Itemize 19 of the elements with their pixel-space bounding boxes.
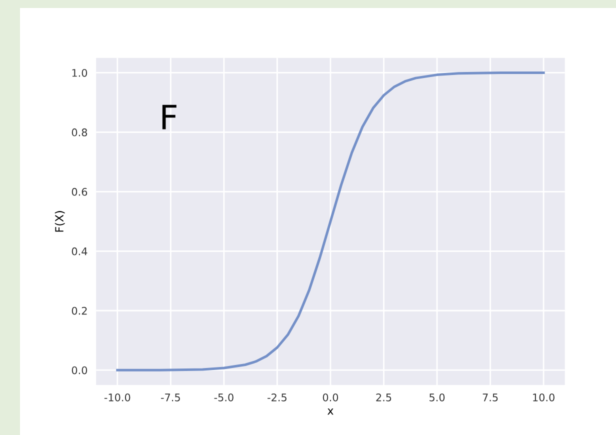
y-tick-label: 0.8 (72, 128, 88, 136)
y-tick-label: 0.4 (72, 247, 88, 256)
x-tick-label: -2.5 (268, 393, 286, 402)
y-tick-label: 0.2 (72, 306, 87, 315)
y-tick-label: 0.0 (72, 366, 88, 374)
x-axis-title: x (328, 408, 334, 415)
x-tick-label: 5.0 (430, 393, 445, 402)
x-tick-label: -10.0 (104, 393, 130, 402)
x-tick-label: 7.5 (482, 394, 498, 402)
x-tick-label: 0.0 (322, 393, 338, 402)
x-tick-label: 10.0 (533, 393, 554, 402)
x-tick-label: 2.5 (376, 393, 392, 402)
x-tick-label: -5.0 (214, 393, 234, 402)
line-series (116, 71, 545, 372)
y-axis-title: F(X) (54, 211, 65, 232)
x-tick-label: -7.5 (161, 394, 180, 402)
y-tick-label: 1.0 (72, 68, 88, 77)
annotation: F (162, 104, 176, 130)
y-tick-label: 0.6 (72, 188, 88, 196)
